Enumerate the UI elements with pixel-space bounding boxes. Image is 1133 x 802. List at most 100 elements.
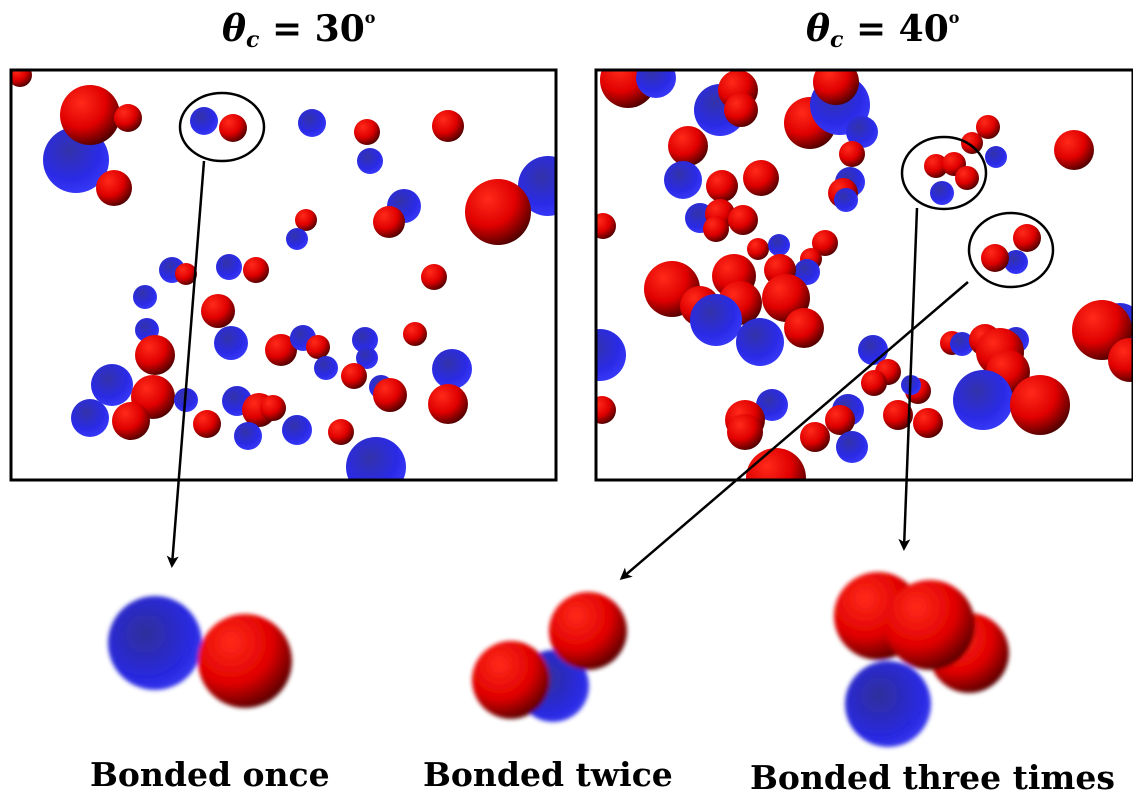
particle-red xyxy=(813,70,859,105)
particle-red xyxy=(800,422,830,452)
particle-blue xyxy=(756,389,788,421)
arrow-once xyxy=(166,160,206,568)
particle-red xyxy=(1108,338,1133,382)
caption-bonded-twice: Bonded twice xyxy=(423,755,673,794)
particle-red xyxy=(432,110,464,142)
cluster-bonded-once xyxy=(108,596,292,708)
particle-red xyxy=(1054,130,1094,170)
particle-red xyxy=(825,405,855,435)
cluster-particle-red xyxy=(885,580,975,670)
particle-blue xyxy=(768,234,790,256)
cluster-particle-red xyxy=(549,592,627,670)
particle-blue xyxy=(357,148,383,174)
particle-blue xyxy=(234,422,262,450)
particle-red xyxy=(175,263,197,285)
particle-red xyxy=(728,205,758,235)
caption-bonded-three-times: Bonded three times xyxy=(750,758,1115,797)
particle-red xyxy=(596,213,616,239)
panel-frame xyxy=(9,68,558,482)
particle-blue xyxy=(834,188,858,212)
particle-red xyxy=(421,264,447,290)
particle-red xyxy=(201,294,235,328)
highlight-circle-once xyxy=(178,91,266,163)
snapshot-panel-30 xyxy=(9,68,558,482)
particle-blue xyxy=(133,285,157,309)
theta-value: = 40 xyxy=(843,8,949,50)
particle-blue xyxy=(214,326,248,360)
panel-title-30: θc = 30o xyxy=(222,8,375,53)
particle-red xyxy=(724,93,758,127)
particle-blue xyxy=(690,294,742,346)
particle-blue xyxy=(930,181,954,205)
particles-40 xyxy=(596,70,1133,480)
particle-blue xyxy=(950,332,974,356)
particle-blue xyxy=(314,356,338,380)
particle-red xyxy=(955,166,979,190)
particle-red xyxy=(883,400,913,430)
cluster-particle-blue xyxy=(845,661,931,747)
cluster-bonded-three-times xyxy=(834,572,1009,747)
particle-red xyxy=(354,119,380,145)
particle-red xyxy=(1010,375,1070,435)
cluster-particle-blue xyxy=(108,596,202,690)
cluster-particle-red xyxy=(198,614,292,708)
particle-red xyxy=(260,395,286,421)
particle-red xyxy=(981,244,1009,272)
particle-blue xyxy=(636,70,676,98)
panel-frame xyxy=(594,68,1133,482)
particle-blue xyxy=(352,327,378,353)
particle-red xyxy=(11,70,32,87)
particle-red xyxy=(465,179,531,245)
particle-red xyxy=(243,257,269,283)
particle-blue xyxy=(664,161,702,199)
particle-red xyxy=(306,335,330,359)
particle-red xyxy=(703,216,729,242)
particle-blue xyxy=(282,415,312,445)
caption-bonded-once: Bonded once xyxy=(90,755,330,794)
particle-red xyxy=(861,370,887,396)
cluster-bonded-twice xyxy=(472,592,627,722)
particle-red xyxy=(428,384,468,424)
particle-blue xyxy=(953,370,1013,430)
particle-red xyxy=(747,238,769,260)
particle-red xyxy=(328,419,354,445)
panel-title-40: θc = 40o xyxy=(806,8,959,53)
particle-red xyxy=(265,334,297,366)
particle-red xyxy=(976,115,1000,139)
particle-red xyxy=(596,396,616,424)
particle-red xyxy=(341,363,367,389)
particle-blue xyxy=(190,107,218,135)
particle-blue xyxy=(286,228,308,250)
particle-red xyxy=(373,206,405,238)
particle-blue xyxy=(736,318,784,366)
particle-red xyxy=(924,154,948,178)
arrow-twice xyxy=(619,281,969,580)
particle-blue xyxy=(836,431,868,463)
theta-subscript: c xyxy=(246,27,260,53)
particle-blue xyxy=(298,109,326,137)
particle-blue xyxy=(91,364,133,406)
particle-red xyxy=(60,85,120,145)
particle-red xyxy=(706,170,738,202)
theta-symbol: θ xyxy=(806,8,831,50)
snapshot-panel-40 xyxy=(594,68,1133,482)
particle-red xyxy=(743,160,779,196)
highlight-circle-twice xyxy=(967,211,1055,289)
particle-red xyxy=(135,335,175,375)
particle-blue xyxy=(1004,250,1028,274)
particle-red xyxy=(913,408,943,438)
particle-red xyxy=(96,170,132,206)
cluster-particle-red xyxy=(472,641,550,719)
particle-red xyxy=(668,126,708,166)
particle-blue xyxy=(432,349,472,389)
particle-blue xyxy=(216,254,242,280)
particle-blue xyxy=(794,259,820,285)
particle-red xyxy=(727,414,763,450)
particle-blue xyxy=(71,399,109,437)
particle-red xyxy=(373,378,407,412)
particle-red xyxy=(1013,224,1041,252)
particle-red xyxy=(295,209,317,231)
theta-value: = 30 xyxy=(259,8,365,50)
particle-blue xyxy=(846,116,878,148)
